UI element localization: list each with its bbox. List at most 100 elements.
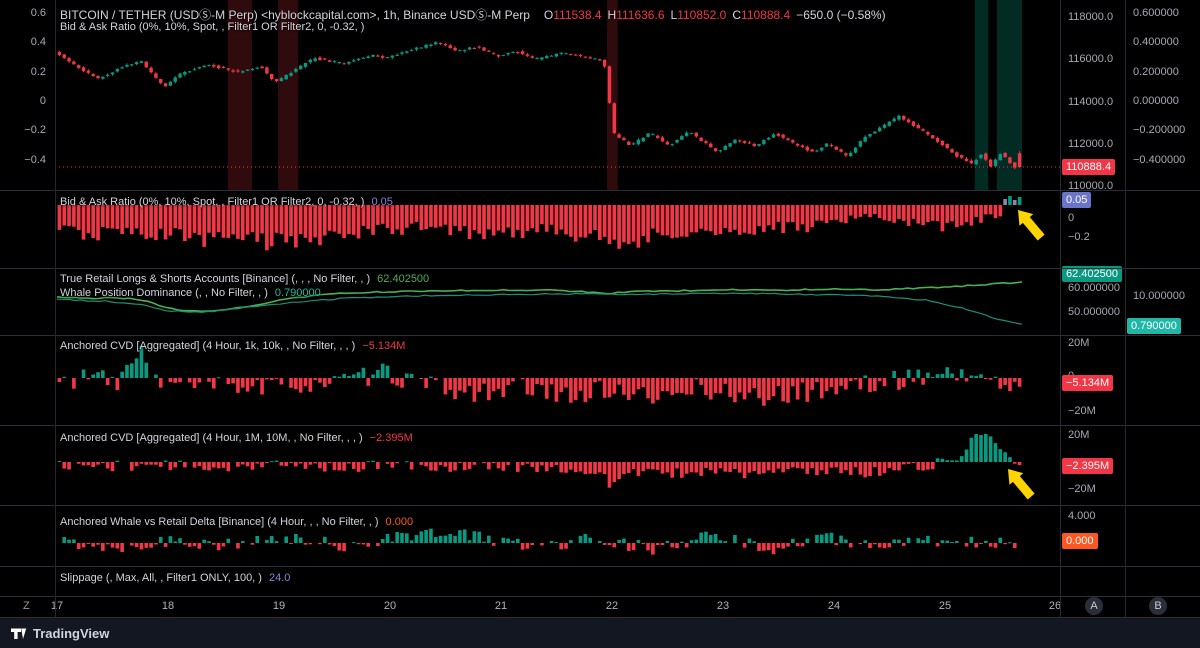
time-axis-label: 25 (938, 600, 952, 612)
axis-tick: 114000.0 (1068, 96, 1114, 108)
annotation-arrow[interactable] (1011, 204, 1048, 243)
time-axis-label: 21 (494, 600, 508, 612)
axis-tick: 112000.0 (1068, 138, 1114, 150)
axis-tick: 10.000000 (1133, 290, 1185, 302)
axis-tick: 4.000 (1068, 510, 1096, 522)
axis-tick: −0.400000 (1133, 154, 1186, 166)
low-value: 110852.0 (677, 8, 727, 22)
axis-tick: 0.4 (30, 36, 46, 48)
pane-separator[interactable] (0, 190, 1200, 191)
scale-toggle-button-a[interactable]: A (1085, 597, 1103, 615)
time-axis-label: 22 (605, 600, 619, 612)
brand-name[interactable]: TradingView (33, 625, 110, 641)
retail-longs-value-badge: 62.402500 (1062, 266, 1122, 282)
pane-2-canvas[interactable] (55, 268, 1060, 335)
whale-dominance-value-badge: 0.790000 (1127, 318, 1181, 334)
axis-tick: −20M (1068, 483, 1096, 495)
indicator-label: Bid & Ask Ratio (0%, 10%, Spot, , Filter… (60, 196, 365, 208)
axis-tick: 0.000000 (1133, 95, 1179, 107)
ohlc-values: O111538.4 H111636.6 L110852.0 C110888.4 −650… (538, 8, 886, 22)
pane-1-canvas[interactable] (55, 190, 1060, 268)
indicator-label: Anchored Whale vs Retail Delta [Binance]… (60, 516, 379, 528)
symbol-legend[interactable]: BITCOIN / TETHER (USDⓈ-M Perp) <hyblockc… (60, 6, 886, 23)
indicator-value: 24.0 (268, 572, 291, 584)
indicator-label: Bid & Ask Ratio (0%, 10%, Spot, , Filter… (60, 21, 365, 33)
indicator-value: −2.395M (369, 432, 413, 444)
pane-legend-slippage[interactable]: Slippage (, Max, All, , Filter1 ONLY, 10… (60, 572, 290, 584)
close-value: 110888.4 (741, 8, 791, 22)
indicator-label: Whale Position Dominance (, , No Filter,… (60, 287, 268, 299)
high-value: 111636.6 (616, 8, 665, 22)
time-axis[interactable]: Z 17 18 19 20 21 22 23 24 25 26 A B (0, 596, 1200, 617)
low-label: L (670, 8, 678, 22)
bottom-toolbar: TradingView (0, 617, 1200, 648)
axis-tick: −20M (1068, 405, 1096, 417)
time-axis-label: 18 (161, 600, 175, 612)
time-axis-label: 24 (827, 600, 841, 612)
axis-tick: 118000.0 (1068, 11, 1114, 23)
pane-separator[interactable] (0, 425, 1200, 426)
left-scale-border[interactable] (55, 0, 56, 617)
pane-4-canvas[interactable] (55, 425, 1060, 505)
pane-3-canvas[interactable] (55, 335, 1060, 425)
timezone-button[interactable]: Z (23, 600, 30, 612)
indicator-value: −5.134M (362, 340, 406, 352)
indicator-label: Anchored CVD [Aggregated] (4 Hour, 1k, 1… (60, 340, 356, 352)
time-axis-label: 20 (383, 600, 397, 612)
scale-toggle-button-b[interactable]: B (1149, 597, 1167, 615)
cvd-1k-value-badge: −5.134M (1062, 375, 1114, 391)
price-scale-border[interactable] (1060, 0, 1061, 617)
axis-tick: −0.200000 (1133, 124, 1186, 136)
indicator-value: 0.790000 (274, 287, 321, 299)
pane-separator[interactable] (0, 268, 1200, 269)
pane-5-canvas[interactable] (55, 505, 1060, 566)
high-label: H (607, 8, 617, 22)
time-axis-label: 17 (50, 600, 64, 612)
axis-tick: 116000.0 (1068, 53, 1114, 65)
axis-tick: 60.000000 (1068, 282, 1120, 294)
close-label: C (732, 8, 742, 22)
pane-legend-cvd-1k[interactable]: Anchored CVD [Aggregated] (4 Hour, 1k, 1… (60, 340, 405, 352)
indicator-value: 0.05 (371, 196, 393, 208)
axis-tick: −0.2 (24, 124, 46, 136)
axis-tick: 0.6 (30, 7, 46, 19)
tradingview-logo-icon[interactable] (10, 625, 27, 642)
pane-legend-cvd-1m[interactable]: Anchored CVD [Aggregated] (4 Hour, 1M, 1… (60, 432, 413, 444)
axis-tick: 0 (1068, 212, 1075, 224)
indicator-value: 0.000 (385, 516, 414, 528)
indicator-label: Slippage (, Max, All, , Filter1 ONLY, 10… (60, 572, 262, 584)
pane-legend-whale-delta[interactable]: Anchored Whale vs Retail Delta [Binance]… (60, 516, 413, 528)
chart-panes-container (55, 0, 1060, 566)
axis-tick: 0.600000 (1133, 7, 1179, 19)
overlay-legend-bid-ask[interactable]: Bid & Ask Ratio (0%, 10%, Spot, , Filter… (60, 21, 364, 33)
axis-tick: −0.2 (1068, 231, 1090, 243)
pane-separator[interactable] (0, 505, 1200, 506)
indicator-label: Anchored CVD [Aggregated] (4 Hour, 1M, 1… (60, 432, 363, 444)
pane-separator[interactable] (0, 335, 1200, 336)
whale-delta-value-badge: 0.000 (1062, 533, 1098, 549)
second-scale-border[interactable] (1125, 0, 1126, 617)
time-axis-label: 26 (1048, 600, 1062, 612)
axis-tick: 0.2 (30, 66, 46, 78)
axis-tick: 0 (39, 95, 46, 107)
left-price-scale[interactable]: 0.6 0.4 0.2 0 −0.2 −0.4 (0, 0, 55, 596)
axis-tick: 20M (1068, 429, 1090, 441)
indicator-value: 62.402500 (377, 273, 430, 285)
right-price-scale[interactable]: 118000.0 116000.0 114000.0 112000.0 110000.0… (1060, 0, 1125, 596)
open-label: O (543, 8, 554, 22)
pane-legend-whale-dominance[interactable]: Whale Position Dominance (, , No Filter,… (60, 287, 321, 299)
far-right-price-scale[interactable]: 0.600000 0.400000 0.200000 0.000000 −0.20000… (1125, 0, 1200, 596)
axis-tick: 50.000000 (1068, 306, 1120, 318)
pane-legend-bid-ask[interactable]: Bid & Ask Ratio (0%, 10%, Spot, , Filter… (60, 196, 393, 208)
last-price-badge: 110888.4 (1062, 159, 1116, 175)
pane-legend-retail-longs[interactable]: True Retail Longs & Shorts Accounts [Bin… (60, 273, 429, 285)
symbol-title: BITCOIN / TETHER (USDⓈ-M Perp) <hyblockc… (60, 8, 530, 22)
pane-0-canvas[interactable] (55, 0, 1060, 190)
axis-tick: 0.200000 (1133, 66, 1179, 78)
change-value: −650.0 (−0.58%) (796, 8, 886, 22)
pane-separator[interactable] (0, 566, 1200, 567)
whale-position-dominance-line (56, 292, 1023, 325)
annotation-arrow[interactable] (1001, 463, 1038, 502)
bid-ask-value-badge: 0.05 (1062, 192, 1092, 208)
